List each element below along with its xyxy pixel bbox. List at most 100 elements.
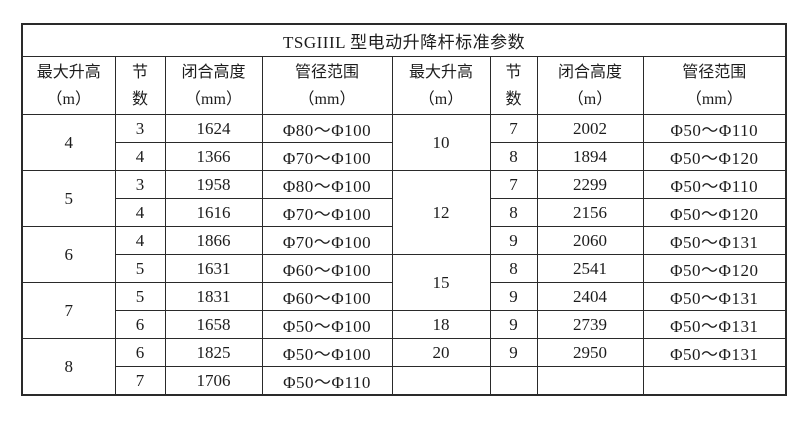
diameter-range-cell: Φ50～Φ131 bbox=[642, 338, 787, 367]
diameter-range-cell: Φ50～Φ110 bbox=[261, 366, 393, 396]
col-header-closed-height-right: 闭合高度 （m） bbox=[536, 56, 644, 115]
max-height-cell: 10 bbox=[391, 114, 491, 171]
header-row: 最大升高 （m） 节 数 闭合高度 （mm） 管径范围 （mm） 最大升高 （m… bbox=[21, 56, 787, 115]
sections-cell: 7 bbox=[489, 170, 538, 199]
closed-height-cell: 1624 bbox=[164, 114, 263, 143]
sections-cell: 3 bbox=[114, 170, 166, 199]
header-line: （mm） bbox=[685, 90, 743, 108]
table-row: 4 1366 Φ70～Φ100 8 1894 Φ50～Φ120 bbox=[22, 142, 787, 171]
diameter-range-cell: Φ50～Φ120 bbox=[642, 254, 787, 283]
sections-cell: 8 bbox=[489, 142, 538, 171]
table-row: 7 5 1831 Φ60～Φ100 9 2404 Φ50～Φ131 bbox=[21, 282, 787, 339]
col-header-max-height-right: 最大升高 （m） bbox=[391, 56, 491, 115]
max-height-cell: 7 bbox=[21, 282, 116, 339]
closed-height-cell: 2404 bbox=[536, 282, 644, 311]
diameter-range-cell: Φ70～Φ100 bbox=[261, 142, 393, 171]
sections-cell: 7 bbox=[114, 366, 166, 396]
header-line: 最大升高 bbox=[36, 63, 101, 81]
diameter-range-cell: Φ70～Φ100 bbox=[261, 198, 393, 227]
sections-cell: 6 bbox=[114, 338, 166, 367]
closed-height-cell bbox=[536, 366, 644, 396]
spec-table: TSGIIIL 型电动升降杆标准参数 最大升高 （m） 节 数 闭合高度 （mm… bbox=[21, 23, 788, 396]
sections-cell: 5 bbox=[114, 282, 166, 311]
table-row: 4 3 1624 Φ80～Φ100 10 7 2002 Φ50～Φ110 bbox=[21, 114, 787, 171]
header-line: 闭合高度 bbox=[557, 63, 622, 81]
closed-height-cell: 1616 bbox=[164, 198, 263, 227]
table-row: 8 6 1825 Φ50～Φ100 20 9 2950 Φ50～Φ131 bbox=[21, 338, 787, 396]
sections-cell: 9 bbox=[489, 338, 538, 367]
diameter-range-cell: Φ50～Φ100 bbox=[261, 338, 393, 367]
diameter-range-cell: Φ50～Φ100 bbox=[261, 310, 393, 339]
sections-cell: 6 bbox=[114, 310, 166, 339]
sections-cell: 8 bbox=[489, 254, 538, 283]
col-header-diameter-range-right: 管径范围 （mm） bbox=[642, 56, 787, 115]
closed-height-cell: 1706 bbox=[164, 366, 263, 396]
table-title: TSGIIIL 型电动升降杆标准参数 bbox=[21, 23, 787, 57]
max-height-cell: 8 bbox=[21, 338, 116, 396]
closed-height-cell: 2541 bbox=[536, 254, 644, 283]
diameter-range-cell: Φ80～Φ100 bbox=[261, 170, 393, 199]
sections-cell: 5 bbox=[114, 254, 166, 283]
sections-cell: 8 bbox=[489, 198, 538, 227]
header-line: 节 bbox=[131, 63, 148, 81]
diameter-range-cell: Φ50～Φ131 bbox=[642, 282, 787, 311]
max-height-cell bbox=[391, 366, 491, 396]
max-height-cell: 12 bbox=[391, 170, 491, 255]
diameter-range-cell: Φ50～Φ120 bbox=[642, 142, 787, 171]
closed-height-cell: 2002 bbox=[536, 114, 644, 143]
sections-cell: 3 bbox=[114, 114, 166, 143]
max-height-cell: 15 bbox=[391, 254, 491, 311]
sections-cell: 4 bbox=[114, 198, 166, 227]
sections-cell: 9 bbox=[489, 282, 538, 311]
closed-height-cell: 1658 bbox=[164, 310, 263, 339]
header-line: 数 bbox=[505, 90, 522, 108]
max-height-cell: 20 bbox=[391, 338, 491, 367]
closed-height-cell: 1958 bbox=[164, 170, 263, 199]
header-line: （m） bbox=[46, 90, 91, 108]
header-line: 闭合高度 bbox=[181, 63, 246, 81]
title-row: TSGIIIL 型电动升降杆标准参数 bbox=[21, 23, 787, 57]
closed-height-cell: 1366 bbox=[164, 142, 263, 171]
sections-cell bbox=[489, 366, 538, 396]
diameter-range-cell: Φ70～Φ100 bbox=[261, 226, 393, 255]
col-header-max-height-left: 最大升高 （m） bbox=[21, 56, 116, 115]
diameter-range-cell bbox=[642, 366, 787, 396]
header-line: 管径范围 bbox=[294, 63, 359, 81]
max-height-cell: 5 bbox=[21, 170, 116, 227]
closed-height-cell: 2299 bbox=[536, 170, 644, 199]
closed-height-cell: 1866 bbox=[164, 226, 263, 255]
diameter-range-cell: Φ50～Φ120 bbox=[642, 198, 787, 227]
header-line: （m） bbox=[567, 90, 613, 108]
table-row: 5 1631 Φ60～Φ100 15 8 2541 Φ50～Φ120 bbox=[22, 254, 787, 311]
diameter-range-cell: Φ60～Φ100 bbox=[261, 254, 393, 283]
header-line: 数 bbox=[131, 90, 148, 108]
table-row: 6 1658 Φ50～Φ100 18 9 2739 Φ50～Φ131 bbox=[22, 310, 787, 339]
max-height-cell: 6 bbox=[21, 226, 116, 283]
max-height-cell: 18 bbox=[391, 310, 491, 339]
diameter-range-cell: Φ50～Φ131 bbox=[642, 226, 787, 255]
table-row: 7 1706 Φ50～Φ110 bbox=[22, 366, 787, 396]
col-header-closed-height-left: 闭合高度 （mm） bbox=[164, 56, 263, 115]
header-line: （mm） bbox=[185, 90, 242, 108]
table-row: 5 3 1958 Φ80～Φ100 12 7 2299 Φ50～Φ110 bbox=[21, 170, 787, 255]
closed-height-cell: 2950 bbox=[536, 338, 644, 367]
closed-height-cell: 1825 bbox=[164, 338, 263, 367]
diameter-range-cell: Φ50～Φ110 bbox=[642, 114, 787, 143]
sections-cell: 4 bbox=[114, 142, 166, 171]
diameter-range-cell: Φ50～Φ131 bbox=[642, 310, 787, 339]
diameter-range-cell: Φ60～Φ100 bbox=[261, 282, 393, 311]
table-row: 6 4 1866 Φ70～Φ100 9 2060 Φ50～Φ131 bbox=[21, 226, 787, 283]
diameter-range-cell: Φ50～Φ110 bbox=[642, 170, 787, 199]
closed-height-cell: 2156 bbox=[536, 198, 644, 227]
col-header-sections-right: 节 数 bbox=[489, 56, 538, 115]
col-header-diameter-range-left: 管径范围 （mm） bbox=[261, 56, 393, 115]
header-line: （m） bbox=[418, 90, 464, 108]
closed-height-cell: 2060 bbox=[536, 226, 644, 255]
header-line: 管径范围 bbox=[682, 63, 747, 81]
sections-cell: 4 bbox=[114, 226, 166, 255]
sections-cell: 9 bbox=[489, 226, 538, 255]
col-header-sections-left: 节 数 bbox=[114, 56, 166, 115]
header-line: 最大升高 bbox=[408, 63, 473, 81]
closed-height-cell: 1831 bbox=[164, 282, 263, 311]
